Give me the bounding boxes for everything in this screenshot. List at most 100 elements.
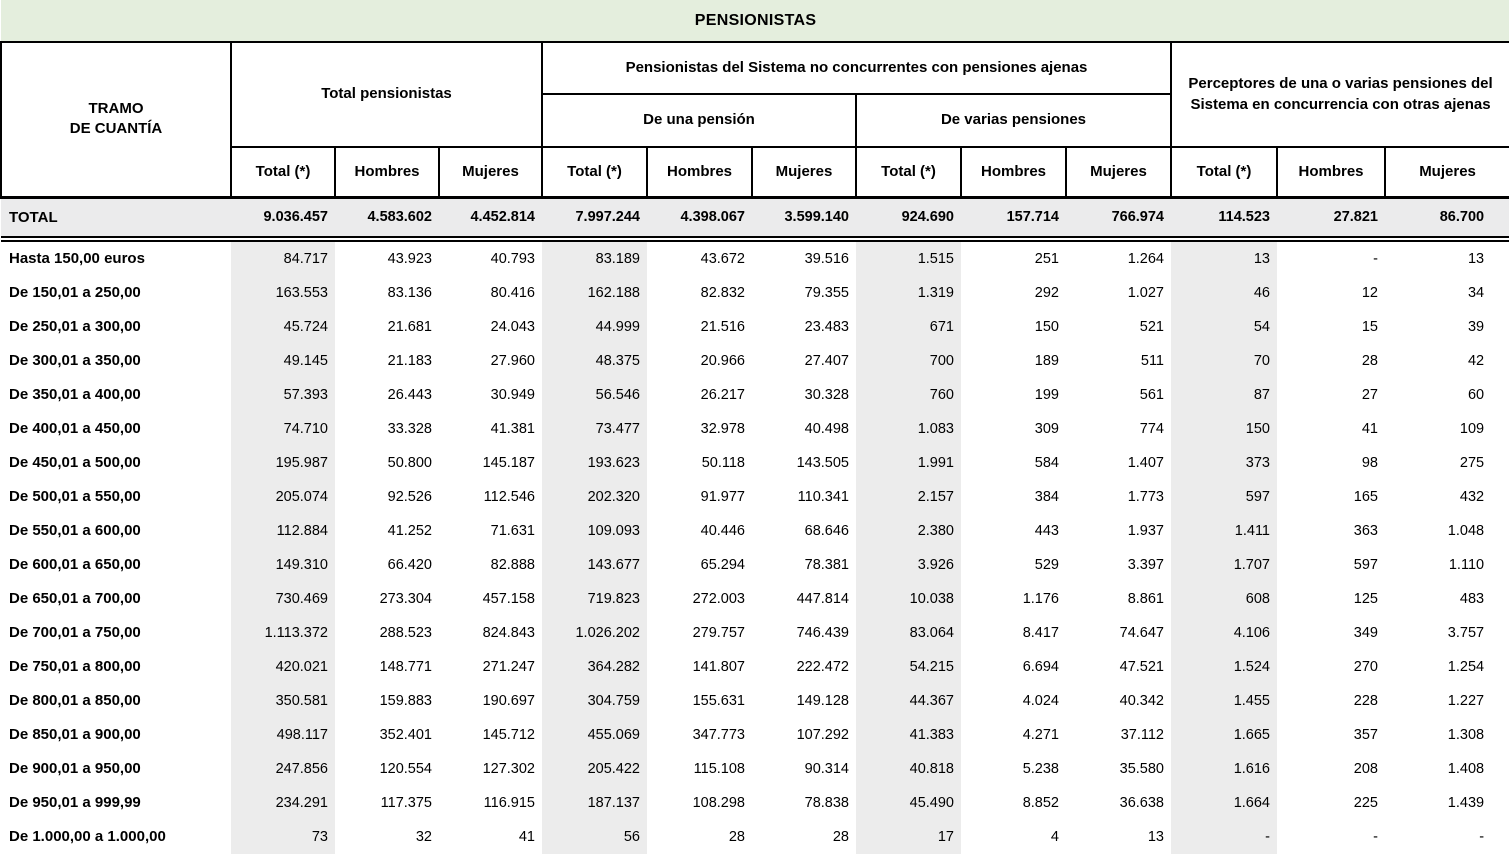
cell: 110.341 xyxy=(797,488,849,505)
cell: 56.546 xyxy=(542,377,647,412)
cell: 33.328 xyxy=(387,420,432,437)
cell: 79.355 xyxy=(804,284,849,301)
cell: 162.188 xyxy=(542,275,647,310)
table-row: De 300,01 a 350,00 49.145 21.183 27.960 48.3… xyxy=(1,343,1509,378)
cell: 774 xyxy=(1139,420,1164,437)
table-row: De 250,01 a 300,00 45.724 21.681 24.043 44.9… xyxy=(1,309,1509,344)
cell: 3.757 xyxy=(1447,624,1485,641)
cell: 352.401 xyxy=(379,726,432,743)
cell: 42 xyxy=(1467,352,1485,369)
cell: 1.176 xyxy=(1022,590,1059,607)
cell: 54 xyxy=(1171,309,1277,344)
table-row: De 550,01 a 600,00 112.884 41.252 71.631 109… xyxy=(1,513,1509,548)
cell: 275 xyxy=(1459,454,1485,471)
cell: 41.252 xyxy=(387,522,432,539)
cell: 28 xyxy=(728,828,745,845)
cell: 1.048 xyxy=(1447,522,1485,539)
cell: 1.455 xyxy=(1171,683,1277,718)
header-col-mujeres-2: Mujeres xyxy=(751,146,857,199)
cell: 82.888 xyxy=(490,556,535,573)
row-label: De 1.000,00 a 1.000,00 xyxy=(9,828,166,845)
cell: 83.136 xyxy=(387,284,432,301)
cell: 1.264 xyxy=(1127,250,1164,267)
cell: 74.647 xyxy=(1119,624,1164,641)
cell: 40.793 xyxy=(490,250,535,267)
cell: 1.707 xyxy=(1171,547,1277,582)
cell: 4.583.602 xyxy=(335,197,439,242)
cell: 457.158 xyxy=(482,590,535,607)
cell: 112.546 xyxy=(483,488,535,505)
cell: 1.524 xyxy=(1171,649,1277,684)
cell: 165 xyxy=(1353,488,1378,505)
cell: 41.381 xyxy=(490,420,535,437)
cell: 57.393 xyxy=(231,377,335,412)
cell: 1.439 xyxy=(1447,794,1485,811)
table-body: TOTAL 9.036.457 4.583.602 4.452.814 7.997.24… xyxy=(1,197,1509,854)
cell: 28 xyxy=(832,828,849,845)
cell: 483 xyxy=(1459,590,1485,607)
row-label: De 300,01 a 350,00 xyxy=(9,352,141,369)
cell: 82.832 xyxy=(700,284,745,301)
cell: 202.320 xyxy=(542,479,647,514)
cell: 189 xyxy=(1034,352,1059,369)
cell: 1.991 xyxy=(856,445,961,480)
row-label: De 600,01 a 650,00 xyxy=(9,556,141,573)
cell: 40.446 xyxy=(700,522,745,539)
header-col-hombres-1: Hombres xyxy=(334,146,440,199)
cell: 349 xyxy=(1353,624,1378,641)
row-label: De 400,01 a 450,00 xyxy=(9,420,141,437)
cell: 39 xyxy=(1467,318,1485,335)
cell: 1.665 xyxy=(1171,717,1277,752)
cell: 78.381 xyxy=(804,556,849,573)
row-label: De 150,01 a 250,00 xyxy=(9,284,141,301)
table-row: De 800,01 a 850,00 350.581 159.883 190.697 3… xyxy=(1,683,1509,718)
cell: 766.974 xyxy=(1066,197,1171,242)
header-col-hombres-3: Hombres xyxy=(960,146,1067,199)
cell: 228 xyxy=(1353,692,1378,709)
cell: 1.254 xyxy=(1447,658,1485,675)
cell: 159.883 xyxy=(379,692,432,709)
cell: 8.852 xyxy=(1022,794,1059,811)
cell: 43.923 xyxy=(387,250,432,267)
row-label: De 650,01 a 700,00 xyxy=(9,590,141,607)
cell: 2.380 xyxy=(856,513,961,548)
cell: 73.477 xyxy=(542,411,647,446)
header-col-total-3: Total (*) xyxy=(855,146,962,199)
cell: 584 xyxy=(1034,454,1059,471)
cell: 46 xyxy=(1171,275,1277,310)
cell: 272.003 xyxy=(692,590,745,607)
cell: 27.821 xyxy=(1277,197,1385,242)
cell: 26.443 xyxy=(387,386,432,403)
cell: 41 xyxy=(1361,420,1378,437)
total-row: TOTAL 9.036.457 4.583.602 4.452.814 7.997.24… xyxy=(1,197,1509,242)
header-col-hombres-4: Hombres xyxy=(1276,146,1386,199)
cell: 98 xyxy=(1361,454,1378,471)
cell: 1.515 xyxy=(856,238,961,276)
cell: 719.823 xyxy=(542,581,647,616)
cell: 143.505 xyxy=(796,454,849,471)
cell: 271.247 xyxy=(482,658,535,675)
cell: 187.137 xyxy=(542,785,647,820)
cell: 24.043 xyxy=(490,318,535,335)
cell: 49.145 xyxy=(231,343,335,378)
cell: 208 xyxy=(1353,760,1378,777)
row-label: De 500,01 a 550,00 xyxy=(9,488,141,505)
cell: 700 xyxy=(856,343,961,378)
cell: 1.411 xyxy=(1171,513,1277,548)
cell: 71.631 xyxy=(490,522,535,539)
cell: 9.036.457 xyxy=(231,197,335,242)
cell: 924.690 xyxy=(856,197,961,242)
table-row: De 400,01 a 450,00 74.710 33.328 41.381 73.4… xyxy=(1,411,1509,446)
cell: 4.398.067 xyxy=(647,197,752,242)
table-row: De 900,01 a 950,00 247.856 120.554 127.302 2… xyxy=(1,751,1509,786)
cell: 83.064 xyxy=(856,615,961,650)
header-group-row-2: De una pensión De varias pensiones xyxy=(1,93,1509,148)
cell: 364.282 xyxy=(542,649,647,684)
cell: 50.118 xyxy=(701,454,745,471)
cell: 8.861 xyxy=(1127,590,1164,607)
cell: 443 xyxy=(1034,522,1059,539)
cell: 730.469 xyxy=(231,581,335,616)
cell: 10.038 xyxy=(856,581,961,616)
